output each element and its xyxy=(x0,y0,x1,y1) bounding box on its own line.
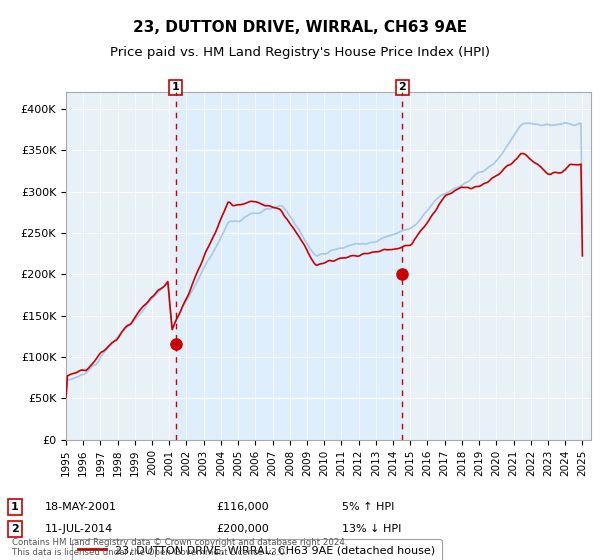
Text: 13% ↓ HPI: 13% ↓ HPI xyxy=(342,524,401,534)
Text: £200,000: £200,000 xyxy=(216,524,269,534)
HPI: Average price, detached house, Wirral: (2e+03, 1.83e+05): Average price, detached house, Wirral: (… xyxy=(158,285,166,292)
Text: 2: 2 xyxy=(398,82,406,92)
Text: 18-MAY-2001: 18-MAY-2001 xyxy=(45,502,117,512)
Text: 5% ↑ HPI: 5% ↑ HPI xyxy=(342,502,394,512)
Text: 2: 2 xyxy=(11,524,19,534)
Text: 23, DUTTON DRIVE, WIRRAL, CH63 9AE: 23, DUTTON DRIVE, WIRRAL, CH63 9AE xyxy=(133,20,467,35)
23, DUTTON DRIVE, WIRRAL, CH63 9AE (detached house) xyxy=(579,253,586,259)
HPI: Average price, detached house, Wirral: (2.02e+03, 3.78e+05): Average price, detached house, Wirral: (… xyxy=(515,124,523,130)
Text: Contains HM Land Registry data © Crown copyright and database right 2024.
This d: Contains HM Land Registry data © Crown c… xyxy=(12,538,347,557)
23, DUTTON DRIVE, WIRRAL, CH63 9AE (detached house) xyxy=(518,150,526,157)
23, DUTTON DRIVE, WIRRAL, CH63 9AE (detached house) xyxy=(356,252,364,259)
HPI: Average price, detached house, Wirral: (2.02e+03, 3.83e+05): Average price, detached house, Wirral: (… xyxy=(562,120,569,127)
Text: £116,000: £116,000 xyxy=(216,502,269,512)
Text: 1: 1 xyxy=(11,502,19,512)
Text: 1: 1 xyxy=(172,82,179,92)
23, DUTTON DRIVE, WIRRAL, CH63 9AE (detached house) xyxy=(385,246,392,253)
23, DUTTON DRIVE, WIRRAL, CH63 9AE (detached house) xyxy=(374,249,381,255)
23, DUTTON DRIVE, WIRRAL, CH63 9AE (detached house) xyxy=(77,367,84,374)
23, DUTTON DRIVE, WIRRAL, CH63 9AE (detached house) xyxy=(158,284,166,291)
HPI: Average price, detached house, Wirral: (2.01e+03, 2.46e+05): Average price, detached house, Wirral: (… xyxy=(385,232,392,239)
HPI: Average price, detached house, Wirral: (2.01e+03, 2.37e+05): Average price, detached house, Wirral: (… xyxy=(356,241,364,248)
Line: 23, DUTTON DRIVE, WIRRAL, CH63 9AE (detached house): 23, DUTTON DRIVE, WIRRAL, CH63 9AE (deta… xyxy=(66,153,583,397)
HPI: Average price, detached house, Wirral: (2e+03, 4.78e+04): Average price, detached house, Wirral: (… xyxy=(62,396,70,403)
Text: Price paid vs. HM Land Registry's House Price Index (HPI): Price paid vs. HM Land Registry's House … xyxy=(110,46,490,59)
23, DUTTON DRIVE, WIRRAL, CH63 9AE (detached house) xyxy=(515,152,523,159)
Bar xyxy=(176,92,402,440)
Legend: 23, DUTTON DRIVE, WIRRAL, CH63 9AE (detached house), HPI: Average price, detache: 23, DUTTON DRIVE, WIRRAL, CH63 9AE (deta… xyxy=(71,539,442,560)
HPI: Average price, detached house, Wirral: (2e+03, 7.77e+04): Average price, detached house, Wirral: (… xyxy=(77,372,84,379)
HPI: Average price, detached house, Wirral: (2.01e+03, 2.4e+05): Average price, detached house, Wirral: (… xyxy=(374,238,381,245)
HPI: Average price, detached house, Wirral: (2.02e+03, 2.55e+05): Average price, detached house, Wirral: (… xyxy=(579,225,586,232)
Text: 11-JUL-2014: 11-JUL-2014 xyxy=(45,524,113,534)
Line: HPI: Average price, detached house, Wirral: HPI: Average price, detached house, Wirr… xyxy=(66,123,583,400)
23, DUTTON DRIVE, WIRRAL, CH63 9AE (detached house) xyxy=(62,394,70,400)
